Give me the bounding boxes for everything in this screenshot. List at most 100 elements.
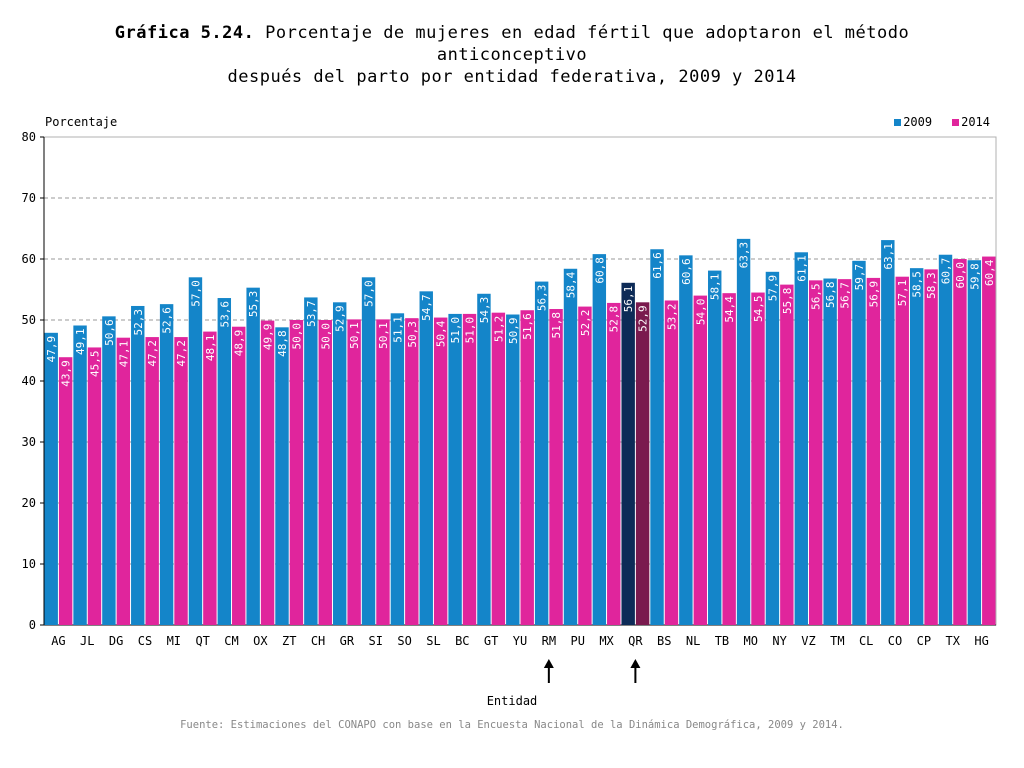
value-label-2009-ZT: 48,8	[276, 330, 289, 357]
value-label-2014-GT: 51,2	[492, 316, 505, 343]
y-tick-label: 20	[22, 496, 36, 510]
bar-2009-CO	[881, 240, 895, 625]
value-label-2014-VZ: 56,5	[810, 283, 823, 310]
value-label-2014-DG: 47,1	[117, 341, 130, 368]
bar-2014-HG	[982, 256, 996, 625]
arrow-head-QR	[630, 659, 641, 668]
x-tick-label-DG: DG	[109, 634, 123, 648]
bar-2014-QR	[635, 302, 650, 625]
x-tick-label-VZ: VZ	[801, 634, 815, 648]
bar-2014-SL	[433, 317, 448, 625]
bar-2014-DG	[116, 337, 131, 625]
bar-2009-BC	[448, 313, 462, 625]
bar-2014-CO	[895, 276, 909, 625]
value-label-2014-MX: 52,8	[608, 306, 621, 333]
bar-2009-CH	[304, 297, 318, 625]
value-label-2014-TX: 60,0	[954, 262, 967, 289]
value-label-2014-CH: 50,0	[319, 323, 332, 350]
value-label-2014-CS: 47,2	[146, 340, 159, 367]
value-label-2009-NY: 57,9	[766, 275, 779, 302]
x-tick-label-BC: BC	[455, 634, 469, 648]
x-tick-label-CL: CL	[859, 634, 873, 648]
bar-2014-PU	[578, 306, 592, 625]
x-axis-label: Entidad	[486, 694, 538, 708]
value-label-2009-OX: 55,3	[247, 291, 260, 318]
y-tick-label: 0	[29, 618, 36, 632]
bar-2009-PU	[563, 268, 578, 625]
bar-2009-GT	[477, 293, 491, 625]
legend: 2009 2014	[894, 115, 990, 129]
bar-2009-YU	[506, 314, 520, 625]
value-label-2014-CM: 48,9	[233, 330, 246, 357]
bar-2009-ZT	[275, 327, 289, 625]
value-label-2014-AG: 43,9	[60, 360, 73, 387]
bar-2014-BC	[462, 313, 477, 625]
x-tick-label-YU: YU	[513, 634, 527, 648]
y-tick-label: 10	[22, 557, 36, 571]
x-tick-label-MO: MO	[744, 634, 758, 648]
y-axis-label: Porcentaje	[45, 115, 118, 129]
value-label-2009-TX: 60,7	[940, 258, 953, 285]
bar-2014-NL	[693, 295, 708, 625]
x-tick-label-CP: CP	[917, 634, 931, 648]
value-label-2009-RM: 56,3	[536, 285, 549, 312]
value-label-2014-SO: 50,3	[406, 321, 419, 348]
value-label-2014-GR: 50,1	[348, 322, 361, 349]
bar-2009-SL	[419, 291, 433, 625]
value-label-2014-CO: 57,1	[896, 280, 909, 307]
bar-2014-YU	[520, 310, 534, 625]
value-label-2014-BS: 53,2	[665, 303, 678, 330]
value-label-2009-DG: 50,6	[103, 319, 116, 346]
x-tick-label-GR: GR	[340, 634, 355, 648]
x-tick-label-TB: TB	[715, 634, 729, 648]
bar-2014-MO	[751, 292, 765, 625]
legend-label-2009: 2009	[903, 115, 933, 129]
title-line3: después del parto por entidad federativa…	[227, 67, 797, 87]
value-label-2014-QR: 52,9	[637, 305, 650, 332]
value-label-2009-PU: 58,4	[564, 271, 577, 298]
bar-2014-OX	[260, 320, 275, 625]
value-label-2009-BC: 51,0	[449, 317, 462, 344]
value-label-2014-TB: 54,4	[723, 296, 736, 323]
legend-label-2014: 2014	[961, 115, 990, 129]
bar-2009-MO	[736, 238, 751, 625]
value-label-2009-TM: 56,8	[824, 282, 837, 309]
x-tick-label-JL: JL	[80, 634, 94, 648]
value-label-2014-PU: 52,2	[579, 310, 592, 337]
bar-2009-HG	[967, 260, 982, 625]
bar-2014-AG	[58, 357, 73, 625]
value-label-2014-CL: 56,9	[867, 281, 880, 308]
bar-2009-BS	[650, 249, 664, 626]
x-tick-label-ZT: ZT	[282, 634, 296, 648]
chart-title: Gráfica 5.24. Porcentaje de mujeres en e…	[0, 22, 1024, 88]
x-tick-label-AG: AG	[51, 634, 65, 648]
x-tick-label-OX: OX	[253, 634, 268, 648]
value-label-2009-CO: 63,1	[882, 243, 895, 270]
bar-2009-MX	[592, 254, 607, 625]
x-tick-label-TX: TX	[946, 634, 961, 648]
title-line2: anticonceptivo	[436, 45, 588, 65]
x-tick-label-NY: NY	[772, 634, 787, 648]
legend-item-2009: 2009	[894, 115, 932, 129]
bar-2009-OX	[246, 287, 260, 625]
value-label-2014-RM: 51,8	[550, 312, 563, 339]
bar-2009-TM	[823, 278, 837, 625]
bar-2014-TM	[837, 279, 852, 625]
value-label-2009-SI: 57,0	[363, 280, 376, 307]
value-label-2009-BS: 61,6	[651, 252, 664, 278]
bar-2014-CM	[232, 326, 246, 625]
bar-2009-CS	[131, 305, 145, 625]
bar-2014-TB	[722, 293, 736, 625]
value-label-2014-BC: 51,0	[464, 317, 477, 344]
value-label-2014-SI: 50,1	[377, 322, 390, 349]
bar-2009-VZ	[794, 252, 808, 626]
y-tick-label: 80	[22, 130, 36, 144]
bar-2014-JL	[87, 347, 102, 625]
value-label-2009-MI: 52,6	[161, 307, 174, 334]
value-label-2009-HG: 59,8	[968, 263, 981, 290]
value-label-2014-YU: 51,6	[521, 313, 534, 340]
bar-2014-CS	[145, 337, 159, 625]
bar-2009-CL	[852, 260, 866, 625]
x-tick-label-SL: SL	[426, 634, 440, 648]
